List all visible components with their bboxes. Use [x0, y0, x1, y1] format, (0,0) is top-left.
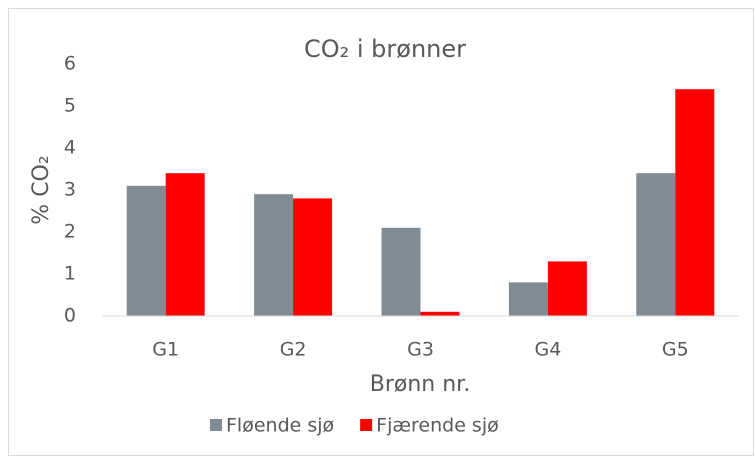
y-tick-label: 1: [64, 263, 76, 285]
legend-label: Fløende sjø: [226, 415, 334, 437]
x-tick-label: G1: [152, 339, 179, 361]
x-tick-label: G5: [662, 339, 689, 361]
bar: [675, 89, 715, 316]
bar: [293, 198, 333, 316]
y-tick-label: 0: [64, 305, 76, 327]
bar: [508, 282, 548, 316]
y-tick-label: 6: [64, 53, 76, 75]
y-tick-label: 5: [64, 95, 76, 117]
bar: [381, 227, 421, 316]
bar: [126, 185, 166, 316]
bar: [254, 194, 294, 316]
x-tick-label: G4: [534, 339, 561, 361]
bar: [636, 173, 676, 316]
y-tick-label: 4: [64, 137, 76, 159]
legend-swatch: [360, 419, 373, 431]
chart-title: CO₂ i brønner: [304, 35, 466, 63]
legend-label: Fjærende sjø: [376, 415, 499, 437]
y-axis-label: % CO₂: [29, 155, 54, 224]
x-tick-label: G2: [280, 339, 307, 361]
bar: [165, 173, 205, 316]
y-tick-label: 2: [64, 221, 76, 243]
x-tick-label: G3: [407, 339, 434, 361]
bar: [420, 311, 460, 316]
x-axis-label: Brønn nr.: [370, 372, 470, 397]
y-tick-label: 3: [64, 179, 76, 201]
bar: [547, 261, 587, 316]
legend-swatch: [210, 419, 222, 431]
